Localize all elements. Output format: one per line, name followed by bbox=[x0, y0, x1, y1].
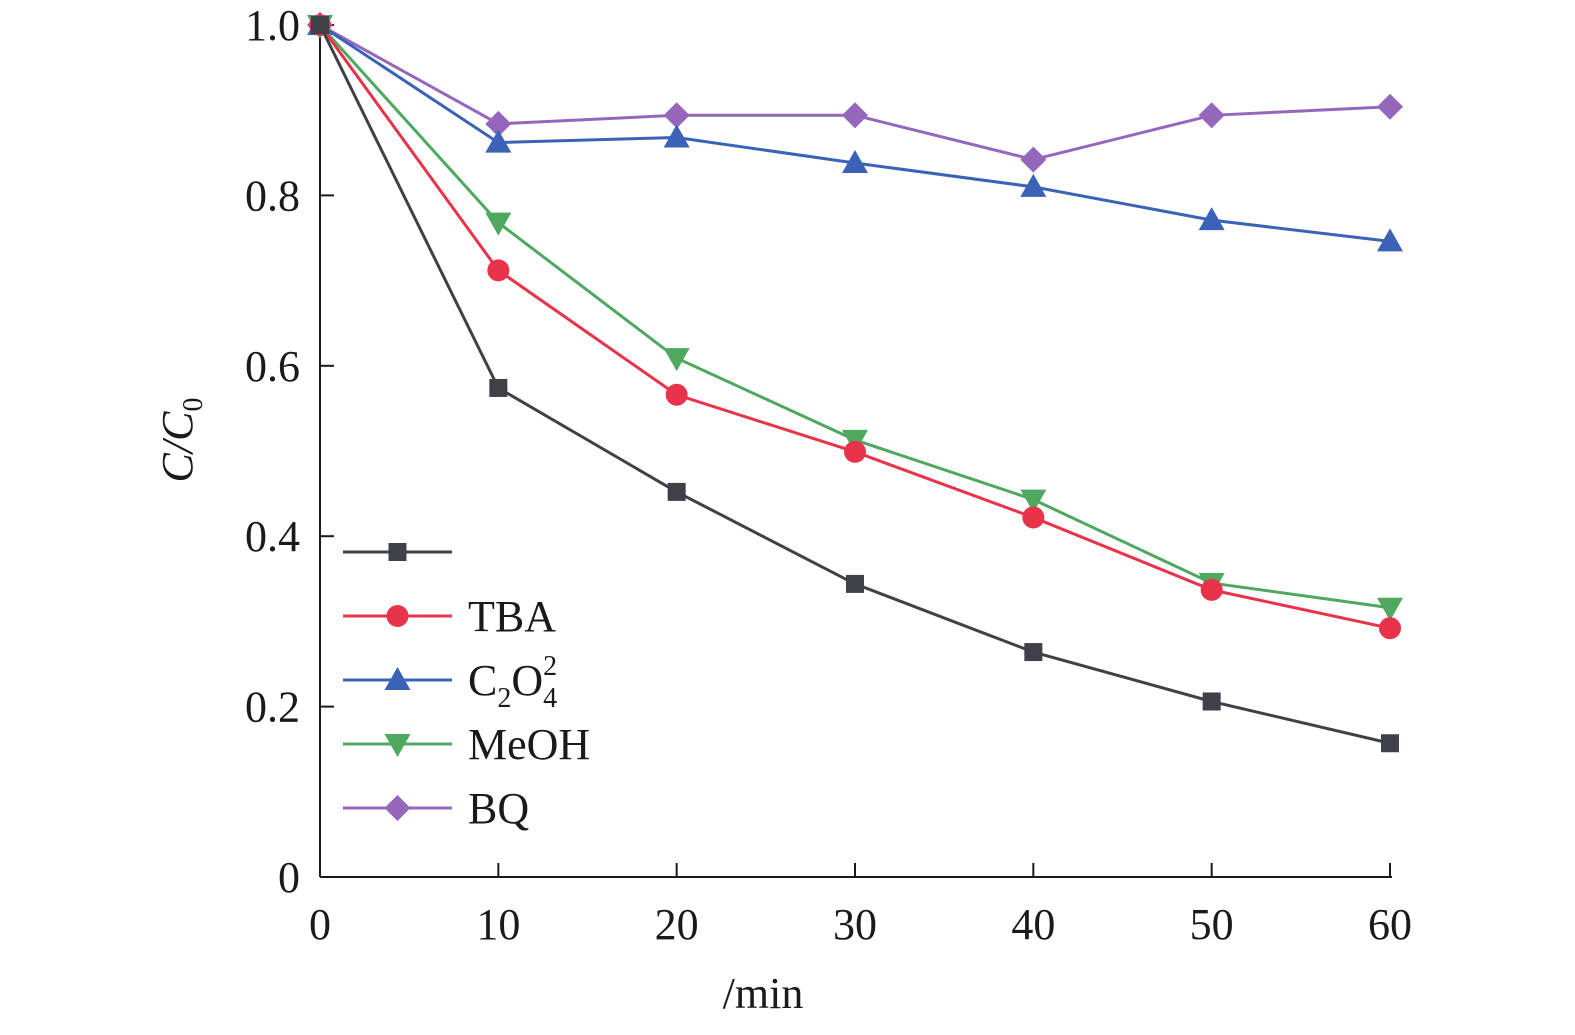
y-axis-title: C/C0 bbox=[153, 398, 209, 483]
legend: TBA C2O42 MeOH BQ bbox=[343, 543, 590, 833]
data-point-control bbox=[489, 378, 508, 397]
data-point-tba bbox=[1022, 506, 1045, 529]
data-point-control bbox=[1381, 734, 1399, 753]
data-point-bq bbox=[485, 110, 512, 137]
data-point-meoh bbox=[485, 212, 512, 236]
x-tick-label: 30 bbox=[833, 900, 877, 949]
data-point-bq bbox=[663, 102, 690, 129]
series-layer bbox=[307, 12, 1403, 753]
y-tick-label: 0.8 bbox=[245, 171, 300, 220]
data-point-oxalate bbox=[485, 129, 512, 153]
data-point-oxalate bbox=[1020, 173, 1047, 197]
legend-swatch-marker bbox=[384, 667, 411, 690]
legend-swatch-marker bbox=[384, 795, 411, 821]
legend-label: MeOH bbox=[468, 720, 590, 769]
data-point-meoh bbox=[663, 348, 690, 372]
x-tick-label: 50 bbox=[1190, 900, 1234, 949]
data-point-tba bbox=[844, 440, 866, 463]
series-bq bbox=[307, 12, 1403, 173]
data-point-oxalate bbox=[663, 124, 690, 148]
x-tick-label: 10 bbox=[476, 900, 520, 949]
x-tick-label: 0 bbox=[309, 900, 331, 949]
legend-label: BQ bbox=[468, 784, 529, 833]
y-axis-title-subscript: 0 bbox=[178, 398, 209, 412]
data-point-oxalate bbox=[1377, 228, 1403, 252]
data-point-control bbox=[1202, 692, 1221, 711]
legend-item-bq: BQ bbox=[343, 784, 529, 833]
legend-item-meoh: MeOH bbox=[343, 720, 590, 769]
data-point-tba bbox=[1200, 578, 1223, 601]
data-point-meoh bbox=[1020, 489, 1047, 513]
data-point-meoh bbox=[1377, 597, 1403, 621]
legend-label: C2O42 bbox=[468, 651, 557, 714]
series-oxalate bbox=[307, 12, 1403, 252]
x-tick-label: 60 bbox=[1368, 900, 1412, 949]
data-point-bq bbox=[1020, 146, 1047, 173]
data-point-oxalate bbox=[842, 150, 868, 174]
data-point-oxalate bbox=[1198, 207, 1225, 231]
data-point-bq bbox=[1198, 102, 1225, 129]
series-line-oxalate bbox=[319, 23, 1391, 243]
data-point-bq bbox=[1377, 93, 1403, 120]
y-tick-label: 0.6 bbox=[245, 342, 300, 391]
x-tick-label: 20 bbox=[655, 900, 699, 949]
legend-swatch-marker bbox=[386, 605, 409, 627]
data-point-tba bbox=[665, 383, 688, 406]
series-line-bq bbox=[319, 23, 1391, 162]
x-axis-title: /min bbox=[723, 969, 804, 1018]
y-axis-title-main: C/C bbox=[153, 411, 202, 483]
y-tick-label: 0 bbox=[278, 853, 300, 902]
legend-swatch-marker bbox=[388, 543, 407, 561]
x-axis-ticks: 0 10 20 30 40 50 60 bbox=[309, 863, 1412, 949]
data-point-control bbox=[311, 16, 329, 34]
data-point-control bbox=[1024, 643, 1043, 662]
legend-item-tba: TBA bbox=[343, 592, 556, 641]
y-tick-label: 0.4 bbox=[245, 512, 300, 561]
y-tick-label: 0.2 bbox=[245, 683, 300, 732]
legend-item-control bbox=[343, 543, 452, 561]
series-control bbox=[311, 16, 1399, 753]
legend-item-oxalate: C2O42 bbox=[343, 651, 557, 714]
y-axis-ticks: 0 0.2 0.4 0.6 0.8 1.0 bbox=[245, 1, 334, 902]
legend-swatch-marker bbox=[384, 734, 411, 757]
y-tick-label: 1.0 bbox=[245, 1, 300, 50]
legend-label: TBA bbox=[468, 592, 556, 641]
data-point-control bbox=[667, 482, 686, 501]
data-point-control bbox=[846, 574, 864, 593]
data-point-tba bbox=[487, 259, 510, 282]
svg-text:C/C0: C/C0 bbox=[153, 398, 209, 483]
data-point-bq bbox=[842, 102, 868, 129]
data-point-tba bbox=[1379, 617, 1401, 640]
x-tick-label: 40 bbox=[1011, 900, 1055, 949]
